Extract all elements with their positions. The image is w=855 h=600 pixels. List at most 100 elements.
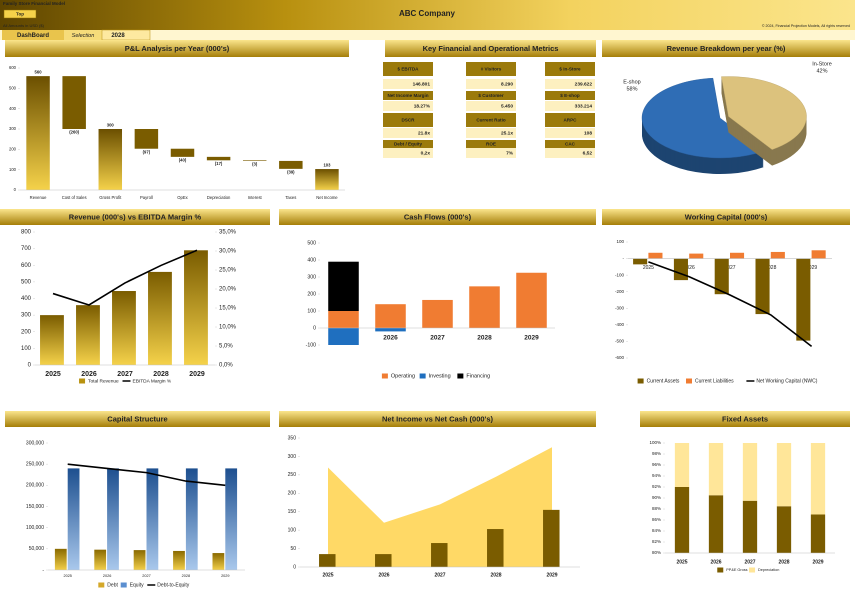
kpi-value: 0,2x (421, 151, 431, 157)
waterfall-bar (242, 160, 267, 161)
nav-selection (64, 30, 102, 40)
y-tick-label: 700 (21, 246, 32, 252)
x-tick-label: 2029 (812, 559, 823, 565)
y-tick-label: 50,000 (29, 546, 45, 552)
nav-selection-label: Selection (72, 33, 95, 39)
bar (708, 443, 724, 496)
x-tick-label: 2027 (430, 335, 445, 342)
panel-title: Working Capital (000's) (685, 212, 768, 221)
y-tick-label: 88% (652, 506, 661, 511)
panel-title-bar (602, 209, 850, 225)
top-button[interactable] (3, 9, 37, 19)
bar (469, 286, 500, 328)
legend-swatch (98, 582, 105, 588)
panel-title-bar (279, 209, 596, 225)
panel-title-bar (640, 411, 850, 427)
top-button-label[interactable]: Top (16, 12, 24, 17)
x-tick-label: 2025 (643, 265, 654, 271)
kpi-label: $ EBITDA (398, 67, 420, 72)
legend-swatch (419, 373, 426, 379)
y2-tick-label: 30,0% (219, 249, 237, 255)
kpi-label-cell (545, 91, 595, 100)
bar (714, 258, 729, 295)
data-label: 560 (35, 70, 43, 75)
y-tick-label: - (42, 567, 44, 573)
bar (674, 443, 690, 487)
y-tick-label: 0 (28, 363, 32, 369)
y-tick-label: 300 (9, 126, 17, 131)
x-tick-label: 2027 (142, 574, 150, 578)
y-tick-label: 500 (21, 279, 32, 285)
x-tick-label: 2025 (63, 574, 71, 578)
bar (375, 304, 406, 328)
panel-title-bar (0, 209, 270, 225)
kpi-label-cell (383, 91, 433, 100)
panel-title: Cash Flows (000's) (404, 212, 472, 221)
y-tick-label: 800 (21, 230, 32, 236)
legend-label: Financing (466, 373, 490, 379)
bar (54, 548, 67, 570)
x-tick-label: 2026 (81, 371, 97, 378)
bar (422, 299, 453, 328)
bar (770, 251, 785, 259)
kpi-value-cell (466, 79, 516, 89)
y-tick-label: - (623, 256, 625, 261)
x-tick-label: 2027 (724, 265, 735, 271)
kpi-label-cell (466, 62, 516, 76)
bar (755, 258, 770, 315)
data-label: (40) (179, 157, 187, 162)
x-tick-label: Net Income (316, 195, 338, 200)
nav-year-label: 2028 (111, 33, 125, 39)
kpi-value-cell (545, 101, 595, 111)
y-tick-label: 100% (649, 440, 661, 445)
y-tick-label: 250,000 (26, 461, 44, 467)
y-tick-label: 250 (288, 472, 297, 478)
legend-label: EBITDA Margin % (133, 378, 172, 384)
y-tick-label: 600 (21, 263, 32, 269)
bar (673, 258, 688, 281)
y-tick-label: 90% (652, 495, 661, 500)
kpi-label-cell (545, 113, 595, 127)
y-tick-label: 400 (307, 257, 316, 263)
kpi-value-cell (383, 148, 433, 158)
y-tick-label: 500 (307, 240, 316, 246)
bar (328, 328, 359, 345)
waterfall-bar (134, 129, 159, 149)
waterfall-bar (26, 76, 50, 190)
x-tick-label: 2029 (546, 572, 557, 578)
waterfall-bar (315, 169, 339, 190)
x-tick-label: Cost of Sales (62, 195, 87, 200)
kpi-value: 333.214 (575, 104, 593, 110)
kpi-value-cell (545, 79, 595, 89)
legend-label: Debt (107, 582, 118, 588)
kpi-value: 5.450 (501, 104, 513, 110)
kpi-value: 8.290 (501, 82, 513, 88)
y-tick-label: 200,000 (26, 483, 44, 489)
bar (796, 258, 811, 341)
y-tick-label: 92% (652, 484, 661, 489)
x-tick-label: Revenue (30, 195, 47, 200)
kpi-value-cell (383, 101, 433, 111)
panel-title-bar (279, 411, 596, 427)
bar (173, 550, 185, 570)
kpi-value: 108 (584, 131, 592, 137)
y2-tick-label: 0,0% (219, 363, 233, 369)
pie-slice-top (641, 77, 765, 159)
x-tick-label: 2025 (676, 559, 687, 565)
y-tick-label: -500 (615, 339, 625, 344)
nav-bar (0, 30, 855, 40)
x-tick-label: 2029 (806, 265, 817, 271)
bar (487, 529, 504, 567)
nav-tab (2, 30, 64, 40)
bar (184, 250, 208, 365)
bar (76, 305, 100, 365)
bar (742, 443, 758, 501)
bar (112, 291, 136, 365)
legend-swatch (457, 373, 464, 379)
y2-tick-label: 10,0% (219, 325, 237, 331)
kpi-label: $ Customer (478, 93, 503, 98)
kpi-label-cell (466, 91, 516, 100)
y-tick-label: 0 (293, 564, 296, 570)
y-tick-label: 96% (652, 462, 661, 467)
y-tick-label: 0 (14, 187, 17, 192)
